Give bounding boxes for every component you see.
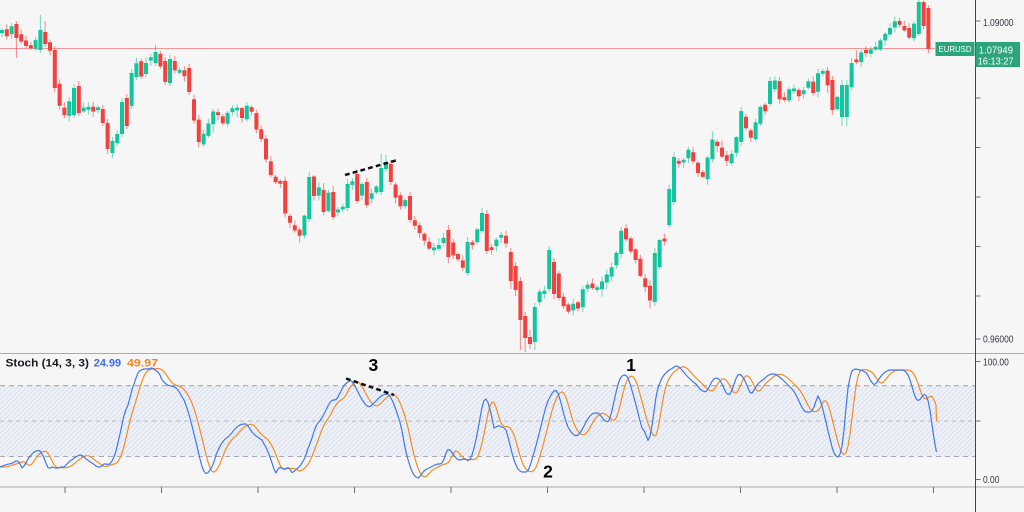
svg-text:24.99: 24.99 <box>94 358 121 370</box>
svg-text:1.09000: 1.09000 <box>983 18 1014 29</box>
svg-text:1.07949: 1.07949 <box>979 45 1013 56</box>
svg-text:0.00: 0.00 <box>983 475 1000 486</box>
svg-text:0.96000: 0.96000 <box>983 335 1014 346</box>
svg-text:2: 2 <box>543 462 553 482</box>
svg-text:49.97: 49.97 <box>127 358 158 370</box>
svg-text:1: 1 <box>626 355 636 375</box>
svg-text:EURUSD: EURUSD <box>939 45 972 54</box>
svg-text:3: 3 <box>369 355 379 375</box>
svg-text:16:13:27: 16:13:27 <box>978 56 1014 67</box>
svg-text:Stoch (14, 3, 3): Stoch (14, 3, 3) <box>6 358 90 370</box>
svg-text:100.00: 100.00 <box>983 358 1009 369</box>
